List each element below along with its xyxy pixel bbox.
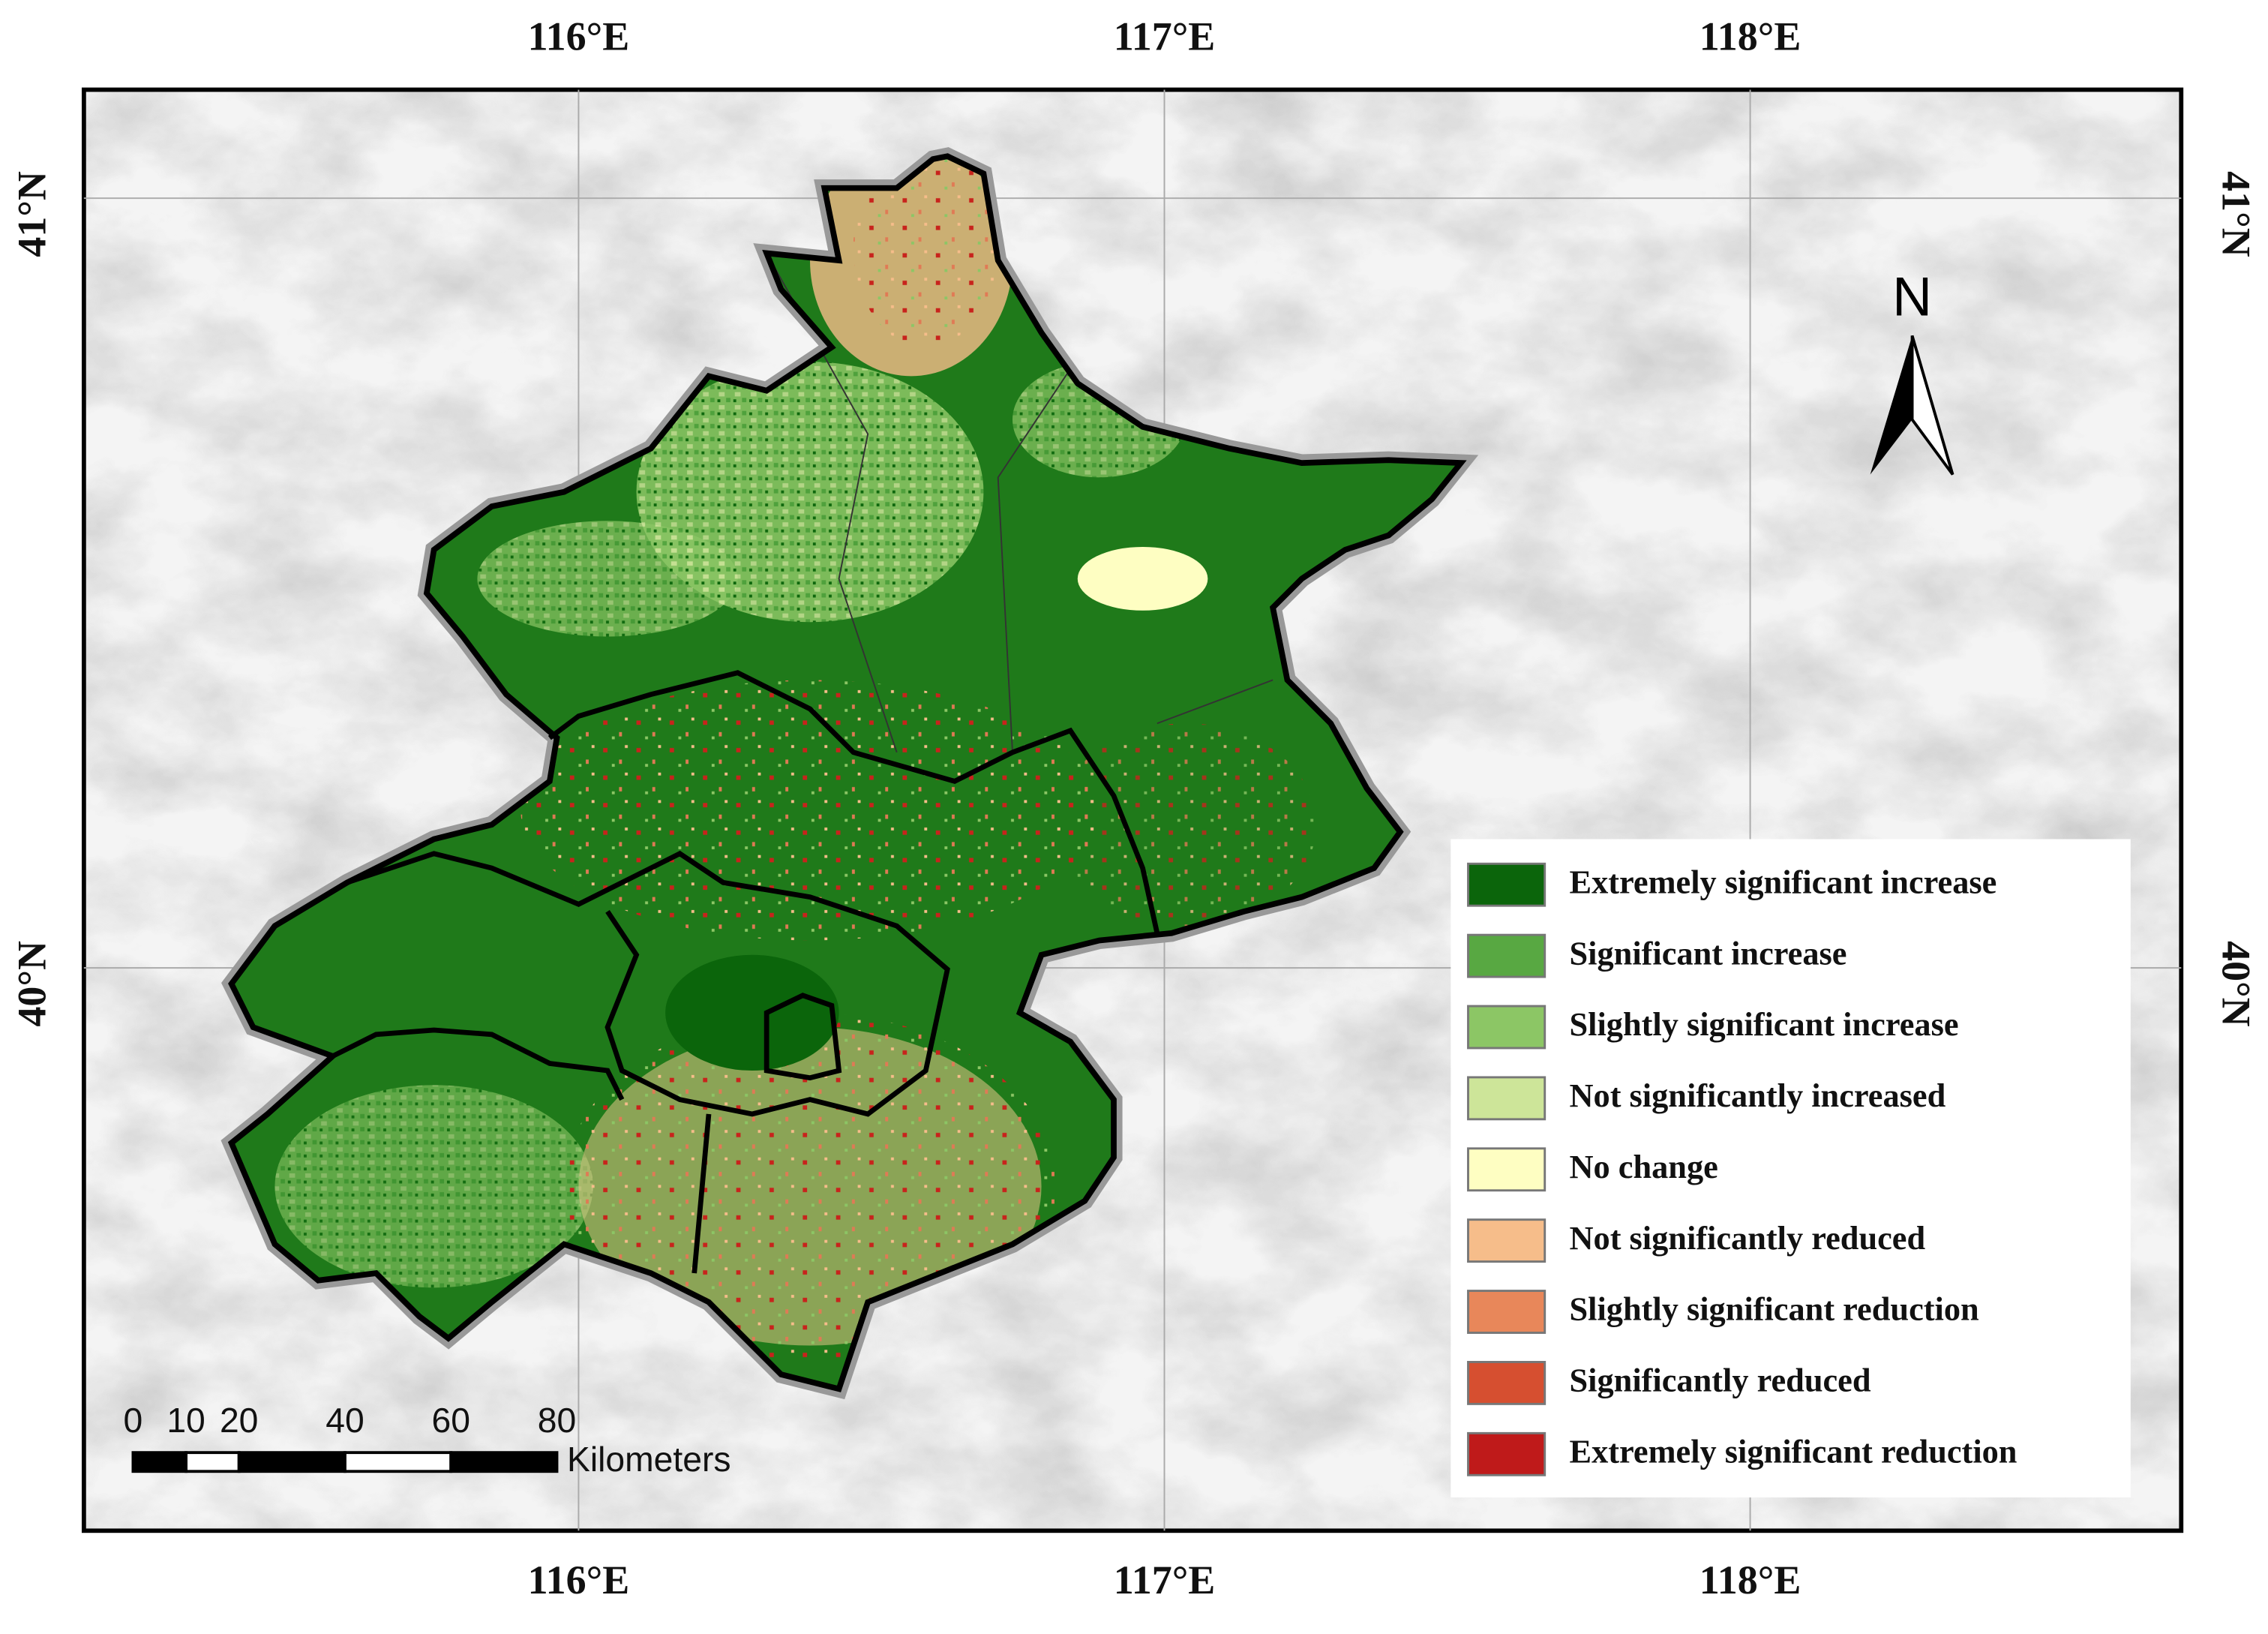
legend-swatch <box>1467 1361 1546 1405</box>
legend-label: Extremely significant increase <box>1570 863 1997 900</box>
legend-swatch <box>1467 1290 1546 1334</box>
latitude-label: 41°N <box>10 171 55 257</box>
legend-swatch <box>1467 1218 1546 1263</box>
legend-swatch <box>1467 1076 1546 1121</box>
longitude-label: 116°E <box>528 14 630 59</box>
longitude-label: 117°E <box>1114 14 1216 59</box>
legend-label: No change <box>1570 1148 1718 1185</box>
scale-tick-label: 80 <box>538 1401 576 1440</box>
legend-label: Significantly reduced <box>1570 1362 1871 1399</box>
beijing-region <box>232 145 1461 1389</box>
longitude-label: 118°E <box>1700 14 1802 59</box>
legend-label: Not significantly reduced <box>1570 1219 1926 1257</box>
scale-segment <box>344 1451 453 1473</box>
longitude-label: 116°E <box>528 1557 630 1602</box>
legend: Extremely significant increase Significan… <box>1450 839 2131 1497</box>
scale-segment <box>449 1451 559 1473</box>
north-label: N <box>1892 266 1932 327</box>
legend-label: Slightly significant increase <box>1570 1005 1959 1043</box>
legend-background <box>1450 839 2131 1497</box>
scale-tick-label: 40 <box>326 1401 364 1440</box>
legend-label: Significant increase <box>1570 934 1847 972</box>
scale-unit: Kilometers <box>567 1440 731 1479</box>
latitude-label: 40°N <box>10 941 55 1027</box>
scale-tick-label: 0 <box>124 1401 143 1440</box>
scale-tick-label: 60 <box>431 1401 470 1440</box>
legend-swatch <box>1467 1147 1546 1192</box>
longitude-label: 118°E <box>1700 1557 1802 1602</box>
latitude-label: 41°N <box>2213 171 2258 257</box>
legend-label: Not significantly increased <box>1570 1077 1946 1114</box>
scale-segment <box>184 1451 241 1473</box>
longitude-label: 117°E <box>1114 1557 1216 1602</box>
legend-swatch <box>1467 1005 1546 1050</box>
latitude-labels: 41°N 41°N 40°N 40°N <box>10 171 2259 1027</box>
legend-swatch <box>1467 1431 1546 1476</box>
latitude-label: 40°N <box>2213 941 2258 1027</box>
legend-label: Slightly significant reduction <box>1570 1290 1979 1328</box>
scale-tick-label: 10 <box>166 1401 205 1440</box>
legend-swatch <box>1467 933 1546 978</box>
legend-swatch <box>1467 862 1546 907</box>
scale-segment <box>237 1451 346 1473</box>
legend-label: Extremely significant reduction <box>1570 1432 2018 1470</box>
longitude-labels: 116°E 116°E 117°E 117°E 118°E 118°E <box>528 14 1802 1602</box>
north-arrow: N <box>1870 266 1954 476</box>
scale-tick-label: 20 <box>220 1401 258 1440</box>
scale-segment <box>131 1451 188 1473</box>
